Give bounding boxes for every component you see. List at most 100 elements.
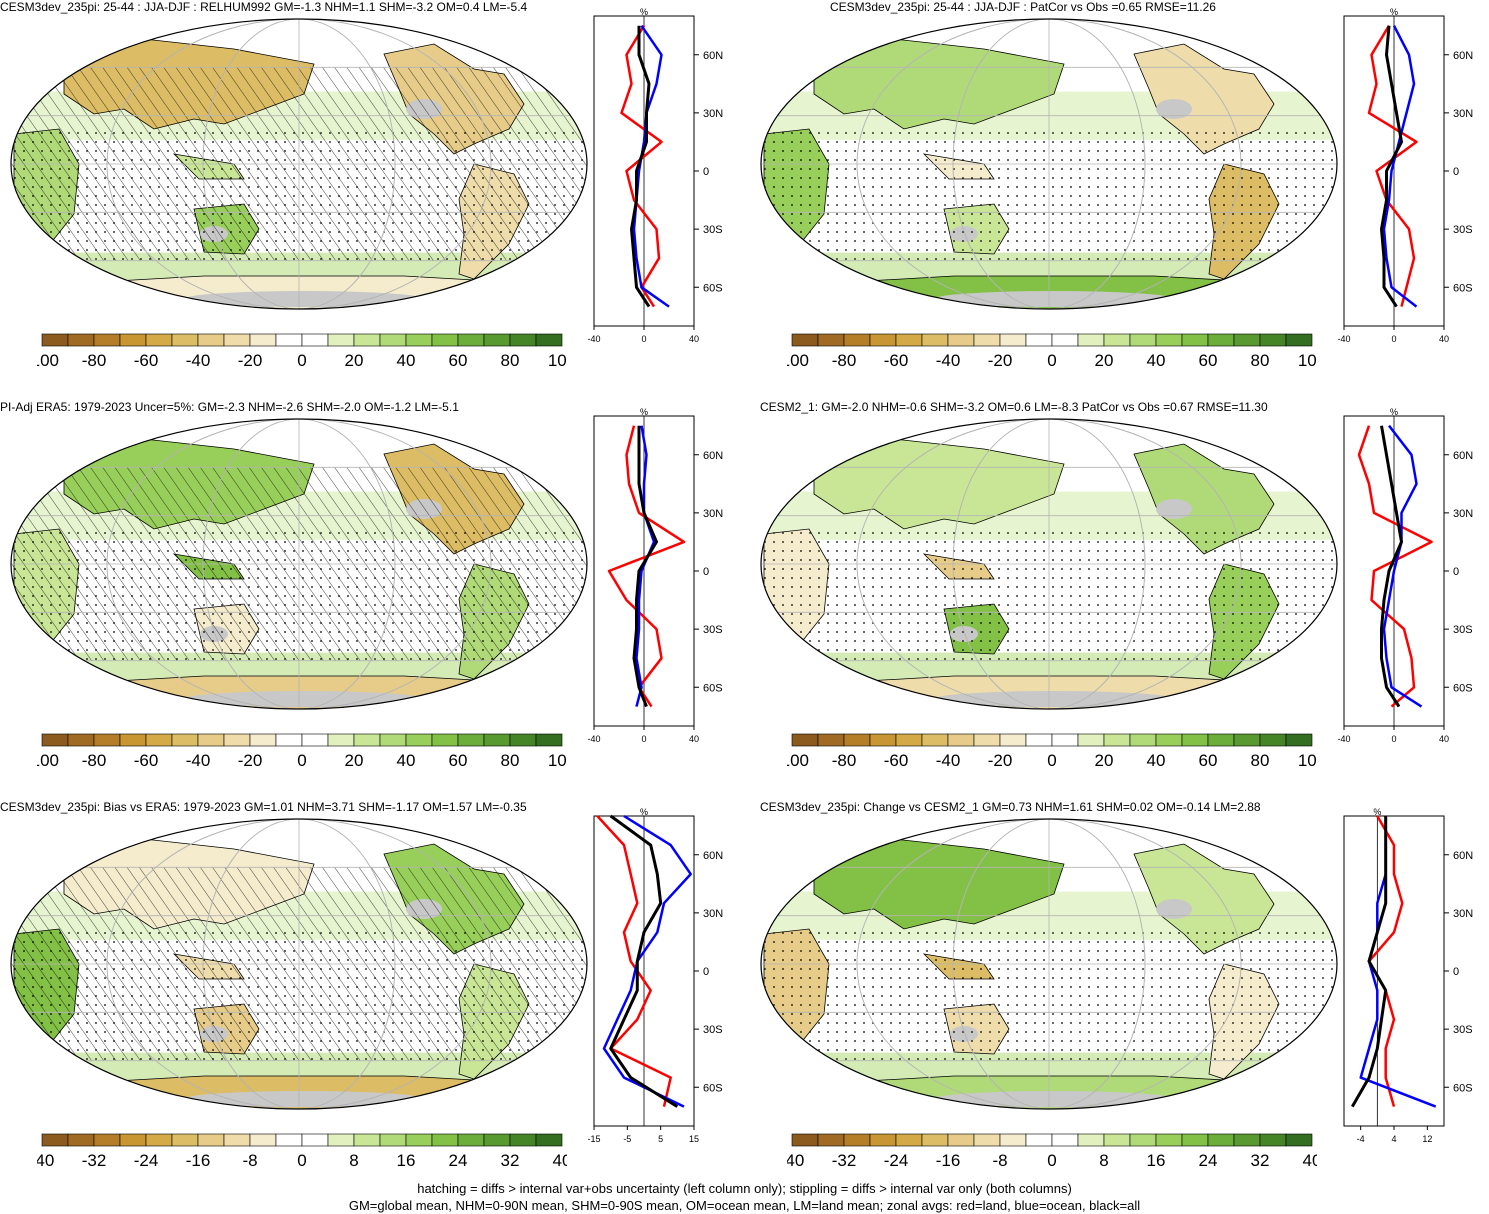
colorbar-label: 0	[297, 751, 306, 770]
colorbar-swatch	[197, 1133, 225, 1147]
colorbar-swatch	[999, 1133, 1027, 1147]
x-tick-label: 40	[689, 734, 699, 744]
colorbar-label: -16	[936, 1151, 961, 1170]
world-map	[10, 818, 588, 1110]
colorbar-swatch	[1259, 1133, 1287, 1147]
colorbar-label: 0	[297, 1151, 306, 1170]
colorbar-label: -32	[82, 1151, 107, 1170]
graticule-lon	[952, 419, 1146, 709]
panel-title: CESM3dev_235pi: 25-44 : JJA-DJF : RELHUM…	[0, 0, 528, 14]
colorbar-label: 80	[1251, 751, 1270, 770]
zonal-line-land	[620, 25, 663, 308]
panel-5: CESM3dev_235pi: Bias vs ERA5: 1979-2023 …	[0, 800, 744, 1200]
colorbar-label: 60	[449, 351, 468, 370]
graticule-lon	[856, 19, 1242, 309]
colorbar-swatch	[119, 333, 147, 347]
colorbar-swatch	[145, 733, 173, 747]
colorbar: -40 -32 -24 -16 -8 0 8 16 24 32 40	[37, 1133, 567, 1170]
colorbar-swatch	[353, 733, 381, 747]
lat-tick-label: 30N	[703, 108, 723, 120]
colorbar-label: -20	[238, 751, 263, 770]
panel-title: CESM3dev_235pi: 25-44 : JJA-DJF : PatCor…	[830, 0, 1216, 14]
colorbar-swatch	[1051, 333, 1079, 347]
colorbar-label: 24	[449, 1151, 468, 1170]
map-border	[10, 818, 588, 1110]
colorbar-label: 40	[397, 351, 416, 370]
lat-tick-label: 60S	[1453, 682, 1473, 694]
colorbar-swatch	[1077, 733, 1105, 747]
colorbar-swatch	[483, 1133, 511, 1147]
colorbar-label: -20	[238, 351, 263, 370]
x-tick-label: -40	[588, 734, 601, 744]
x-tick-label: -4	[1357, 1134, 1365, 1144]
colorbar: -100 -80 -60 -40 -20 0 20 40 60 80 100	[787, 333, 1317, 370]
colorbar-label: -80	[832, 751, 857, 770]
colorbar-swatch	[1155, 1133, 1183, 1147]
colorbar-label: -8	[242, 1151, 257, 1170]
colorbar-swatch	[1207, 333, 1235, 347]
lat-tick-label: 0	[703, 166, 709, 178]
x-tick-label: 5	[658, 1134, 663, 1144]
colorbar-label: -40	[186, 751, 211, 770]
zonal-line-ocean	[632, 24, 670, 308]
colorbar-swatch	[301, 1133, 329, 1147]
world-map	[10, 418, 588, 710]
colorbar-label: -100	[787, 351, 809, 370]
colorbar-label: 100	[1298, 351, 1317, 370]
x-tick-label: -40	[1338, 334, 1351, 344]
lat-tick-label: 30N	[703, 908, 723, 920]
colorbar-label: -40	[186, 351, 211, 370]
colorbar-label: 16	[1147, 1151, 1166, 1170]
colorbar-swatch	[301, 333, 329, 347]
x-tick-label: -40	[1338, 734, 1351, 744]
zonal-line-ocean	[635, 425, 656, 707]
colorbar-swatch	[93, 733, 121, 747]
colorbar-swatch	[457, 333, 485, 347]
colorbar-label: -60	[134, 351, 159, 370]
colorbar-label: 0	[1047, 751, 1056, 770]
panel-title: CESM3dev_235pi: Change vs CESM2_1 GM=0.7…	[760, 800, 1261, 814]
colorbar-swatch	[1025, 1133, 1053, 1147]
colorbar-label: 0	[297, 351, 306, 370]
x-tick-label: 40	[689, 334, 699, 344]
zonal-line-all	[1380, 425, 1403, 708]
colorbar-swatch	[509, 1133, 537, 1147]
lat-tick-label: 60S	[1453, 282, 1473, 294]
colorbar-swatch	[1155, 333, 1183, 347]
colorbar-swatch	[817, 733, 845, 747]
zonal-line-land	[1357, 425, 1433, 708]
zonal-profile: % 60N 30N 0 30S 60S -40 0 40	[588, 408, 723, 744]
panel-1: CESM3dev_235pi: 25-44 : JJA-DJF : RELHUM…	[0, 0, 744, 400]
colorbar-label: -40	[787, 1151, 804, 1170]
colorbar-swatch	[171, 1133, 199, 1147]
colorbar-swatch	[223, 1133, 251, 1147]
land-asia	[813, 838, 1065, 930]
colorbar-label: -40	[936, 351, 961, 370]
colorbar-swatch	[921, 733, 949, 747]
land-gray-patch	[1156, 499, 1192, 519]
graticule-lon	[202, 419, 396, 709]
colorbar-label: -20	[988, 751, 1013, 770]
colorbar-swatch	[791, 1133, 819, 1147]
colorbar-swatch	[535, 1133, 563, 1147]
lat-tick-label: 60N	[703, 50, 723, 62]
colorbar-swatch	[509, 733, 537, 747]
colorbar-swatch	[535, 733, 563, 747]
colorbar-swatch	[869, 733, 897, 747]
land-gray-patch	[1156, 99, 1192, 119]
colorbar-swatch	[1207, 733, 1235, 747]
graticule-lon	[202, 19, 396, 309]
world-map	[760, 18, 1338, 310]
colorbar-label: 40	[1303, 1151, 1317, 1170]
colorbar-swatch	[921, 1133, 949, 1147]
land-greenland	[523, 38, 565, 70]
colorbar-swatch	[535, 333, 563, 347]
land-greenland	[1273, 38, 1315, 70]
lat-tick-label: 60N	[703, 850, 723, 862]
colorbar-label: 20	[1095, 351, 1114, 370]
colorbar-swatch	[249, 733, 277, 747]
panel-3: PI-Adj ERA5: 1979-2023 Uncer=5%: GM=-2.3…	[0, 400, 744, 800]
colorbar-swatch	[509, 333, 537, 347]
colorbar-swatch	[67, 1133, 95, 1147]
colorbar-swatch	[973, 1133, 1001, 1147]
